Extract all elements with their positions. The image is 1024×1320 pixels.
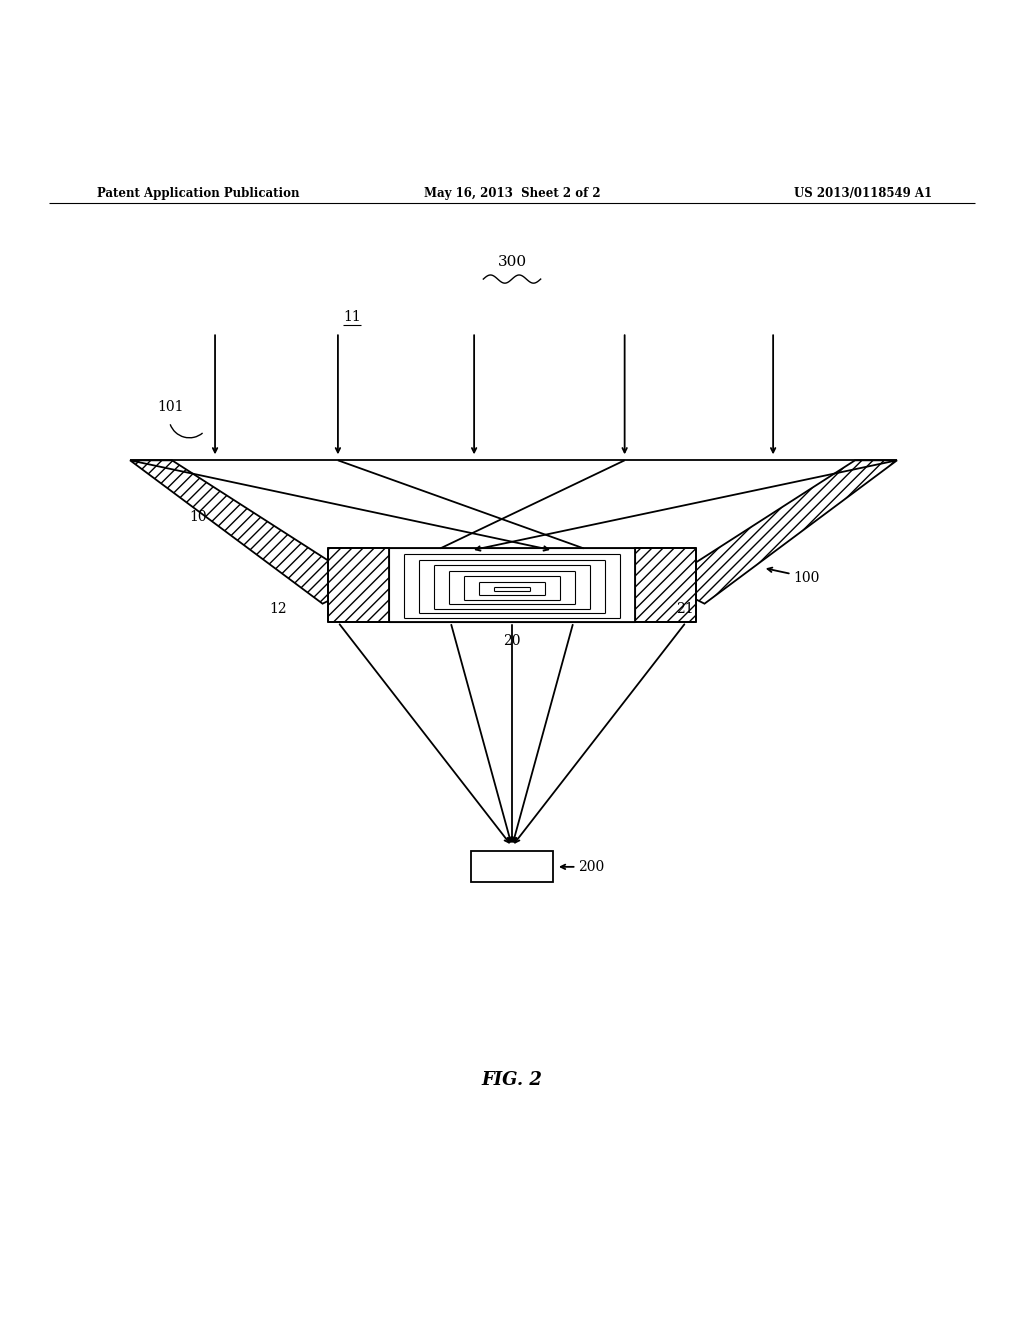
Text: FIG. 2: FIG. 2 [481, 1071, 543, 1089]
Polygon shape [328, 548, 389, 622]
Text: 300: 300 [498, 255, 526, 269]
Text: 200: 200 [579, 859, 605, 874]
Polygon shape [664, 461, 897, 603]
Text: US 2013/0118549 A1: US 2013/0118549 A1 [794, 186, 932, 199]
Text: 21: 21 [676, 602, 693, 616]
Polygon shape [130, 461, 364, 603]
Text: 10: 10 [189, 510, 207, 524]
Text: 12: 12 [269, 602, 287, 616]
Text: 100: 100 [794, 572, 820, 585]
Text: 11: 11 [343, 310, 360, 325]
Polygon shape [635, 548, 696, 622]
Text: Patent Application Publication: Patent Application Publication [97, 186, 300, 199]
Text: May 16, 2013  Sheet 2 of 2: May 16, 2013 Sheet 2 of 2 [424, 186, 600, 199]
Text: 101: 101 [158, 400, 184, 414]
Bar [471, 851, 553, 882]
Text: 20: 20 [503, 635, 521, 648]
